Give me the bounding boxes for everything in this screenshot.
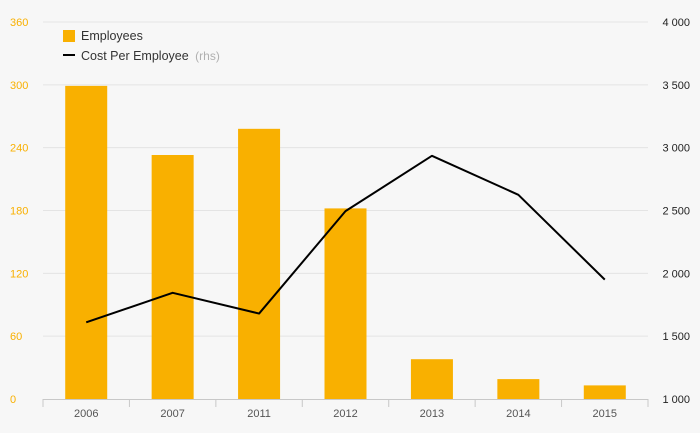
y-right-tick-label: 4 000 bbox=[662, 17, 690, 29]
y-right-tick-label: 2 500 bbox=[662, 206, 690, 218]
bar-employees bbox=[324, 208, 367, 399]
y-left-tick-label: 180 bbox=[10, 206, 28, 218]
bar-employees bbox=[410, 359, 453, 399]
bar-employees bbox=[65, 85, 108, 399]
y-left-tick-label: 360 bbox=[10, 17, 28, 29]
x-tick-label: 2011 bbox=[247, 408, 271, 420]
legend-item-cost-per-employee: Cost Per Employee (rhs) bbox=[81, 49, 220, 63]
y-right-tick-label: 1 000 bbox=[662, 394, 690, 406]
x-tick-label: 2007 bbox=[160, 408, 184, 420]
legend-label-cost-per-employee: Cost Per Employee bbox=[81, 49, 189, 63]
y-left-tick-label: 240 bbox=[10, 143, 28, 155]
x-tick-label: 2014 bbox=[506, 408, 530, 420]
legend-note-rhs: (rhs) bbox=[195, 49, 220, 63]
y-left-tick-label: 300 bbox=[10, 80, 28, 92]
legend-label-employees: Employees bbox=[81, 29, 143, 43]
x-tick-label: 2015 bbox=[593, 408, 617, 420]
bar-employees bbox=[151, 154, 194, 399]
bar-employees bbox=[497, 379, 540, 399]
y-left-tick-label: 60 bbox=[10, 331, 22, 343]
x-tick-label: 2013 bbox=[420, 408, 444, 420]
legend-swatch-employees bbox=[63, 30, 75, 42]
bar-employees bbox=[238, 128, 281, 400]
y-right-tick-label: 3 000 bbox=[662, 143, 690, 155]
y-right-tick-label: 3 500 bbox=[662, 80, 690, 92]
legend: Employees Cost Per Employee (rhs) bbox=[63, 29, 220, 63]
bar-employees bbox=[583, 385, 626, 399]
y-right-tick-label: 2 000 bbox=[662, 268, 690, 280]
y-left-tick-label: 120 bbox=[10, 268, 28, 280]
axes: 0 1 000 60 1 500 120 2 000 180 2 500 240 3 000 300… bbox=[10, 17, 690, 420]
x-tick-label: 2012 bbox=[333, 408, 357, 420]
bar-series-employees bbox=[65, 85, 626, 400]
y-right-tick-label: 1 500 bbox=[662, 331, 690, 343]
x-tick-label: 2006 bbox=[74, 408, 98, 420]
y-left-tick-label: 0 bbox=[10, 394, 16, 406]
line-series-cost-per-employee bbox=[85, 154, 606, 324]
